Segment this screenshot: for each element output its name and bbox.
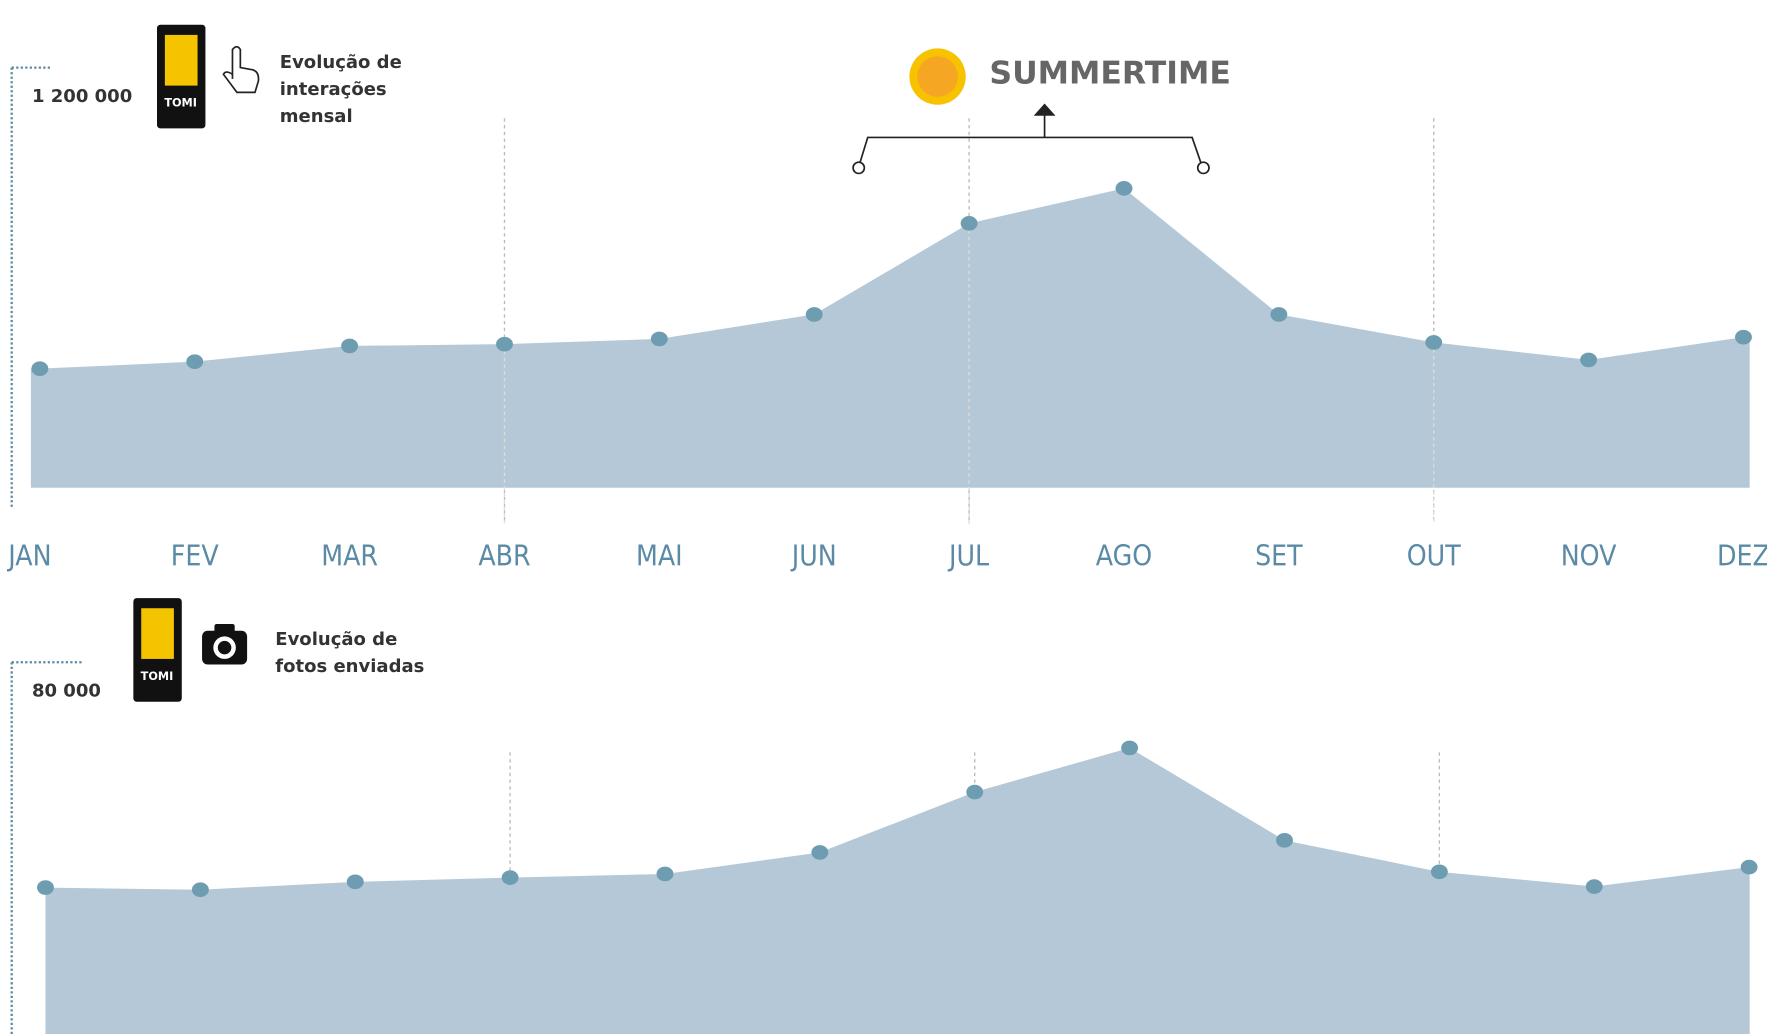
- point: [37, 880, 54, 895]
- camera-icon: [202, 624, 248, 665]
- x-tick-label: ABR: [478, 540, 530, 573]
- chart-title: interações: [280, 79, 387, 100]
- point: [496, 336, 513, 352]
- point: [1585, 879, 1603, 894]
- point: [186, 354, 204, 369]
- logo-text: TOMI: [164, 97, 197, 110]
- phone-icon: TOMI: [133, 598, 182, 702]
- point: [191, 882, 209, 898]
- point: [1276, 833, 1293, 848]
- chart-title: Evolução de: [280, 52, 402, 73]
- point: [341, 338, 359, 354]
- phone-icon: TOMI: [156, 24, 206, 129]
- point: [31, 361, 49, 376]
- x-tick-label: NOV: [1561, 540, 1617, 573]
- x-tick-label: AGO: [1096, 540, 1152, 573]
- point: [1740, 859, 1758, 875]
- point: [346, 874, 364, 890]
- chart-title: Evolução de: [275, 629, 397, 650]
- x-tick-label: DEZ: [1717, 540, 1767, 573]
- y-tick-label: 1 200 000: [32, 86, 132, 107]
- y-tick-label: 80 000: [32, 681, 101, 702]
- point: [1580, 352, 1598, 368]
- x-tick-label: SET: [1255, 540, 1303, 573]
- point: [805, 307, 823, 322]
- hand-icon: [222, 45, 260, 94]
- x-tick-label: JUN: [790, 540, 837, 573]
- chart-title: mensal: [280, 106, 353, 127]
- point: [966, 784, 984, 800]
- point: [1425, 335, 1443, 350]
- bracket: [852, 103, 1210, 175]
- sun-icon: [909, 48, 966, 105]
- point: [1430, 864, 1448, 880]
- x-tick-label: FEV: [171, 540, 220, 573]
- point: [1270, 307, 1288, 322]
- point: [501, 870, 519, 885]
- area: [30, 188, 1750, 488]
- x-tick-label: MAI: [636, 540, 683, 573]
- x-tick-label: OUT: [1407, 540, 1461, 573]
- point: [960, 216, 978, 231]
- area: [45, 747, 1750, 1034]
- point: [650, 331, 668, 347]
- x-tick-label: JAN: [6, 540, 51, 573]
- point: [656, 866, 674, 882]
- point: [1115, 181, 1133, 196]
- x-tick-label: MAR: [321, 540, 378, 573]
- x-tick-label: JUL: [947, 540, 989, 573]
- chart-title: fotos enviadas: [275, 656, 424, 677]
- logo-text: TOMI: [141, 670, 174, 683]
- point: [1735, 329, 1752, 345]
- annotation: SUMMERTIME: [989, 55, 1231, 91]
- point: [811, 845, 829, 860]
- point: [1121, 740, 1139, 756]
